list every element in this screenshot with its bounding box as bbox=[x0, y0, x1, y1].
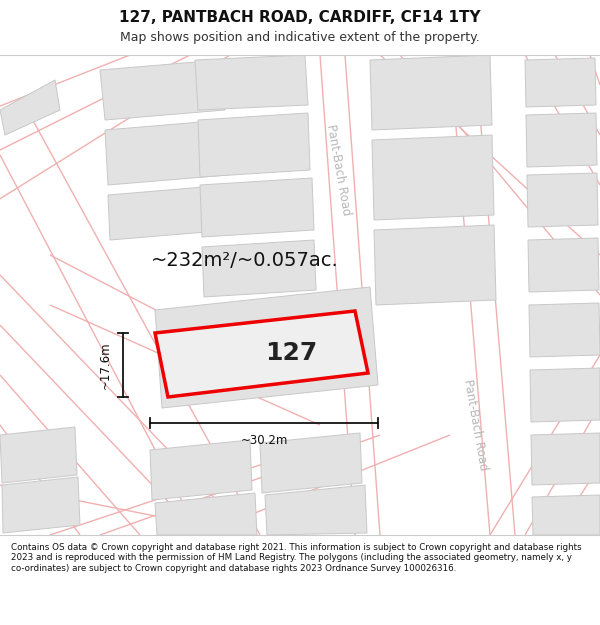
Polygon shape bbox=[100, 60, 225, 120]
Polygon shape bbox=[532, 495, 600, 535]
Text: Pant-Bach Road: Pant-Bach Road bbox=[323, 123, 352, 217]
Polygon shape bbox=[526, 113, 597, 167]
Text: Map shows position and indicative extent of the property.: Map shows position and indicative extent… bbox=[120, 31, 480, 44]
Polygon shape bbox=[260, 433, 362, 493]
Polygon shape bbox=[370, 55, 492, 130]
Polygon shape bbox=[108, 185, 230, 240]
Polygon shape bbox=[372, 135, 494, 220]
Text: ~232m²/~0.057ac.: ~232m²/~0.057ac. bbox=[151, 251, 339, 269]
Polygon shape bbox=[374, 225, 496, 305]
Polygon shape bbox=[150, 440, 252, 500]
Polygon shape bbox=[200, 178, 314, 237]
Text: Contains OS data © Crown copyright and database right 2021. This information is : Contains OS data © Crown copyright and d… bbox=[11, 543, 581, 572]
Text: ~30.2m: ~30.2m bbox=[241, 434, 287, 447]
Polygon shape bbox=[198, 113, 310, 177]
Text: 127, PANTBACH ROAD, CARDIFF, CF14 1TY: 127, PANTBACH ROAD, CARDIFF, CF14 1TY bbox=[119, 11, 481, 26]
Polygon shape bbox=[531, 433, 600, 485]
Polygon shape bbox=[265, 485, 367, 535]
Polygon shape bbox=[155, 311, 368, 397]
Polygon shape bbox=[527, 173, 598, 227]
Polygon shape bbox=[0, 427, 77, 483]
Text: ~17.6m: ~17.6m bbox=[98, 341, 112, 389]
Polygon shape bbox=[105, 120, 228, 185]
Polygon shape bbox=[202, 240, 316, 297]
Text: Pant-Bach Road: Pant-Bach Road bbox=[461, 378, 490, 472]
Polygon shape bbox=[529, 303, 600, 357]
Polygon shape bbox=[528, 238, 599, 292]
Polygon shape bbox=[155, 287, 378, 408]
Text: 127: 127 bbox=[265, 341, 317, 366]
Polygon shape bbox=[530, 368, 600, 422]
Polygon shape bbox=[525, 58, 596, 107]
Polygon shape bbox=[155, 493, 257, 535]
Polygon shape bbox=[0, 80, 60, 135]
Polygon shape bbox=[195, 55, 308, 110]
Polygon shape bbox=[2, 477, 80, 533]
